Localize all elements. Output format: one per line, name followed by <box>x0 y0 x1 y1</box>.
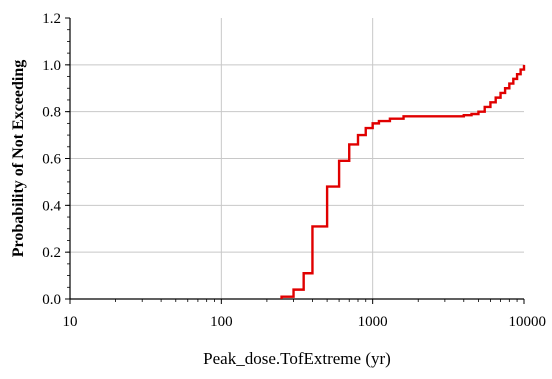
y-tick-label: 0.4 <box>42 198 61 214</box>
y-tick-label: 0.8 <box>42 105 61 121</box>
x-tick-label: 1000 <box>358 314 388 330</box>
x-tick-label: 10 <box>63 314 78 330</box>
x-axis-label: Peak_dose.TofExtreme (yr) <box>203 349 391 368</box>
y-tick-label: 1.2 <box>42 11 61 27</box>
cdf-series-line <box>280 64 526 299</box>
series <box>280 64 526 299</box>
tick-labels: 0.0 0.2 0.4 0.6 0.8 1.0 1.2 10 100 1000 10000 <box>42 11 546 330</box>
y-tick-label: 1.0 <box>42 58 61 74</box>
y-tick-label: 0.2 <box>42 245 61 261</box>
x-tick-label: 100 <box>210 314 233 330</box>
grid <box>70 18 524 299</box>
ticks <box>65 17 525 304</box>
x-tick-label: 10000 <box>509 314 547 330</box>
y-tick-label: 0.0 <box>42 292 61 308</box>
y-axis-label: Probability of Not Exceeding <box>10 60 27 257</box>
y-tick-label: 0.6 <box>42 152 61 168</box>
